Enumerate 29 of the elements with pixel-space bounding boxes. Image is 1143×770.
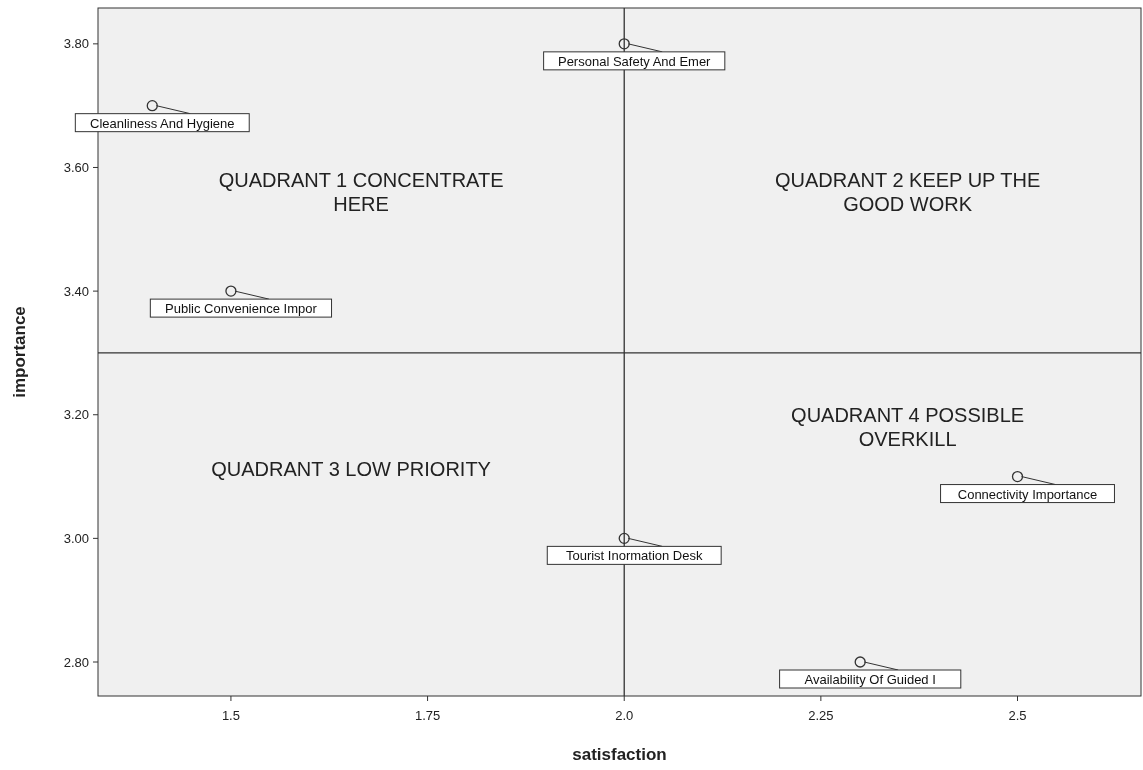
annotation: Connectivity Importance bbox=[957, 486, 1098, 502]
point bbox=[146, 100, 158, 112]
y-axis-title: importance bbox=[10, 306, 29, 398]
annotation: Personal Safety And Emer bbox=[557, 53, 712, 69]
annotation: Cleanliness And Hygiene bbox=[90, 115, 235, 131]
x-tick-label: 2.25 bbox=[808, 708, 834, 723]
point bbox=[618, 532, 630, 545]
y-tick-label: 3.40 bbox=[63, 283, 89, 299]
point bbox=[225, 285, 237, 297]
y-tick-label: 3.20 bbox=[63, 407, 89, 423]
annotation: QUADRANT 4 POSSIBLE OVERKILL bbox=[791, 403, 1025, 450]
annotation: QUADRANT 3 LOW PRIORITY bbox=[211, 458, 491, 481]
point bbox=[854, 656, 866, 668]
y-tick-label: 2.80 bbox=[63, 654, 89, 670]
x-axis-title: satisfaction bbox=[572, 745, 667, 764]
annotation: QUADRANT 2 KEEP UP THE GOOD WORK bbox=[774, 169, 1041, 216]
x-tick-label: 2.0 bbox=[615, 708, 634, 723]
annotation: QUADRANT 1 CONCENTRATE HERE bbox=[218, 169, 504, 216]
y-tick-label: 3.80 bbox=[63, 36, 89, 52]
point bbox=[1011, 470, 1024, 483]
x-tick-label: 2.5 bbox=[1008, 708, 1027, 723]
point bbox=[618, 38, 630, 50]
x-tick-label: 1.75 bbox=[414, 708, 441, 723]
annotation: Public Convenience Impor bbox=[165, 301, 318, 317]
y-tick-label: 3.60 bbox=[63, 159, 89, 175]
annotation: Availability Of Guided I bbox=[804, 672, 936, 687]
x-tick-label: 1.5 bbox=[221, 708, 240, 723]
y-tick-label: 3.00 bbox=[63, 530, 89, 546]
annotation: Tourist Inormation Desk bbox=[565, 548, 703, 564]
